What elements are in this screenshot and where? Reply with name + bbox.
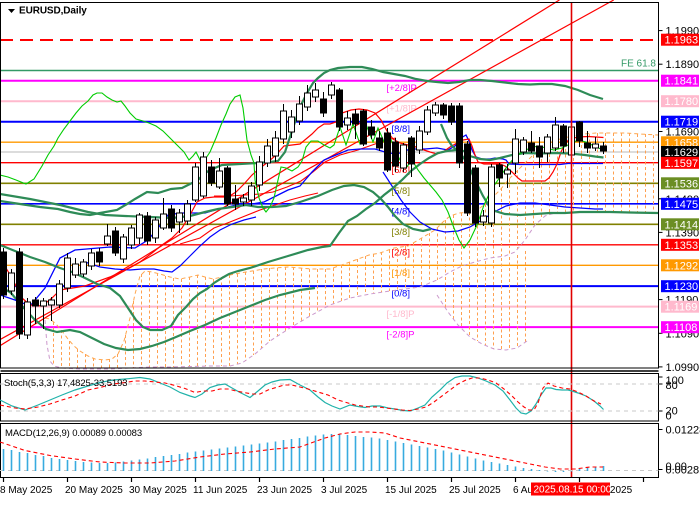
- svg-text:1.1475: 1.1475: [665, 199, 699, 211]
- svg-text:1.1353: 1.1353: [665, 240, 699, 252]
- svg-text:[3/8]: [3/8]: [392, 227, 411, 238]
- svg-text:1.1292: 1.1292: [665, 260, 699, 272]
- svg-text:[-1/8]P: [-1/8]P: [387, 309, 415, 320]
- svg-text:20 May 2025: 20 May 2025: [65, 485, 123, 496]
- svg-text:[+1/8]P: [+1/8]P: [387, 104, 417, 115]
- svg-text:1.1414: 1.1414: [665, 219, 699, 231]
- svg-text:Stoch(5,3,3) 17,4825-33,5193: Stoch(5,3,3) 17,4825-33,5193: [4, 378, 127, 389]
- svg-text:30 May 2025: 30 May 2025: [129, 485, 187, 496]
- svg-text:[2/8]: [2/8]: [392, 247, 411, 258]
- svg-text:1.1536: 1.1536: [665, 178, 699, 190]
- svg-text:FE 61.8: FE 61.8: [621, 59, 656, 70]
- svg-text:0.01228: 0.01228: [666, 425, 700, 437]
- svg-text:[-2/8]P: [-2/8]P: [387, 330, 415, 341]
- svg-text:25 Jul 2025: 25 Jul 2025: [449, 485, 501, 496]
- svg-text:1.1841: 1.1841: [665, 76, 699, 88]
- svg-text:[1/8]: [1/8]: [392, 268, 411, 279]
- svg-text:0: 0: [666, 411, 672, 423]
- svg-text:1.0990: 1.0990: [666, 362, 700, 374]
- svg-text:1.1963: 1.1963: [665, 35, 699, 47]
- svg-text:1.1230: 1.1230: [665, 281, 699, 293]
- svg-text:1.1108: 1.1108: [665, 322, 698, 334]
- svg-text:23 Jun 2025: 23 Jun 2025: [257, 485, 312, 496]
- svg-text:80: 80: [666, 380, 678, 392]
- svg-text:1.1890: 1.1890: [666, 59, 700, 71]
- svg-text:1.1597: 1.1597: [665, 158, 699, 170]
- svg-text:EURUSD,Daily: EURUSD,Daily: [19, 6, 87, 17]
- svg-text:1.1719: 1.1719: [665, 117, 699, 129]
- svg-text:1.1780: 1.1780: [665, 96, 699, 108]
- svg-text:0.00281: 0.00281: [666, 465, 700, 477]
- svg-text:3 Jul 2025: 3 Jul 2025: [321, 485, 368, 496]
- svg-text:2025.08.15 00:00: 2025.08.15 00:00: [534, 485, 612, 496]
- svg-text:8 May 2025: 8 May 2025: [0, 485, 53, 496]
- svg-text:[8/8]: [8/8]: [392, 124, 411, 135]
- svg-text:[+2/8]P: [+2/8]P: [387, 83, 417, 94]
- svg-text:MACD(12,26,9) 0.00089 0.00083: MACD(12,26,9) 0.00089 0.00083: [5, 428, 142, 439]
- svg-text:11 Jun 2025: 11 Jun 2025: [193, 485, 248, 496]
- svg-text:15 Jul 2025: 15 Jul 2025: [385, 485, 437, 496]
- svg-text:1.1169: 1.1169: [665, 302, 698, 314]
